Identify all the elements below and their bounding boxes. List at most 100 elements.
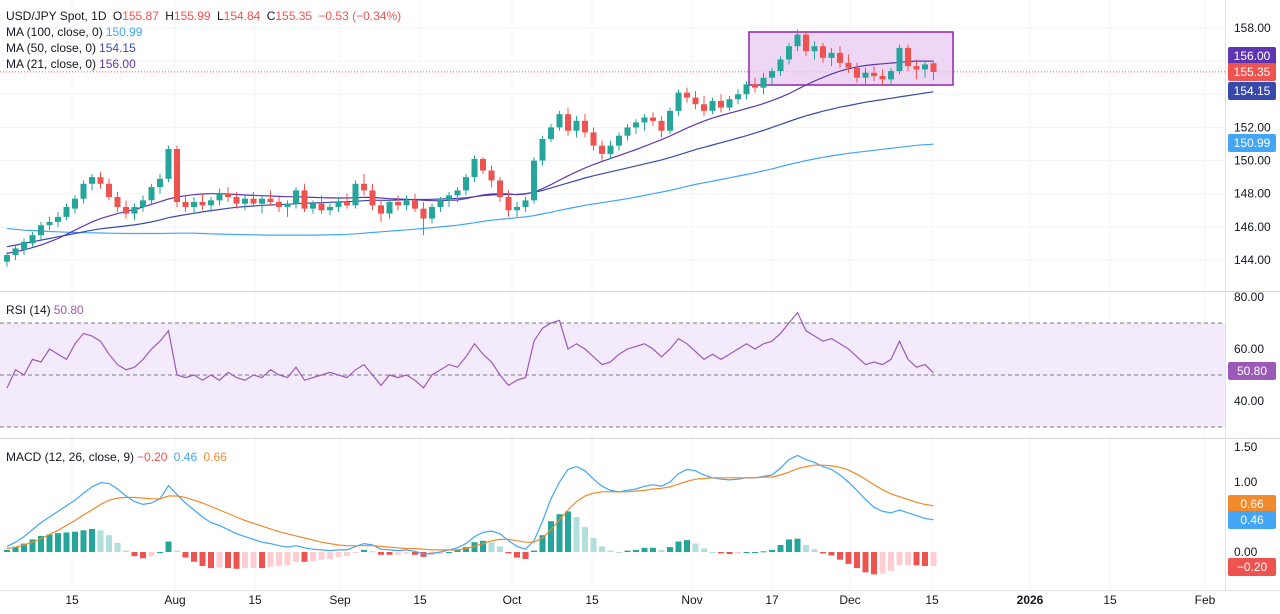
macd-histogram-bar: [199, 552, 206, 566]
macd-histogram-bar: [131, 552, 138, 557]
macd-histogram-bar: [692, 543, 699, 552]
macd-histogram-bar: [386, 552, 393, 555]
macd-histogram-bar: [454, 549, 461, 552]
macd-histogram-bar: [556, 514, 563, 552]
macd-line-badge: 0.46: [1228, 511, 1276, 529]
time-tick-label: Oct: [503, 593, 522, 607]
candle-body: [199, 202, 206, 206]
candle-body: [837, 52, 843, 63]
macd-histogram-bar: [565, 511, 571, 552]
open-value: 155.87: [122, 9, 159, 23]
candle-body: [182, 202, 189, 207]
rsi-tick-label: 80.00: [1234, 290, 1264, 304]
macd-histogram-bar: [514, 552, 520, 558]
ma50-value: 154.15: [99, 41, 136, 55]
ma50-legend: MA (50, close, 0) 154.15: [6, 40, 404, 56]
macd-histogram-bar: [165, 541, 172, 552]
candle-body: [803, 34, 809, 52]
candle-body: [675, 92, 682, 111]
candle-body: [820, 46, 826, 58]
ma21-line: [6, 60, 934, 254]
consolidation-box: [748, 31, 954, 86]
candle-body: [658, 120, 665, 131]
candle-body: [216, 193, 223, 201]
time-tick-label: 2026: [1017, 593, 1044, 607]
candle-body: [718, 100, 724, 108]
candle-body: [565, 114, 571, 131]
candle-body: [752, 84, 758, 88]
price-tick-label: 144.00: [1234, 253, 1271, 267]
candle-body: [888, 71, 894, 80]
candle-body: [769, 71, 775, 78]
macd-histogram-bar: [361, 549, 367, 552]
macd-histogram-bar: [888, 552, 894, 571]
time-tick-label: 15: [925, 593, 939, 607]
macd-pane: [4, 454, 937, 575]
candle-body: [242, 198, 248, 204]
candle-body: [845, 62, 852, 68]
candle-body: [641, 117, 648, 123]
rsi-legend: RSI (14) 50.80: [6, 302, 87, 318]
macd-histogram-bar: [488, 542, 495, 552]
macd-histogram-bar: [505, 552, 512, 554]
candle-body: [607, 145, 614, 154]
close-label: C: [266, 9, 276, 23]
macd-histogram-bar: [616, 552, 622, 553]
time-tick-label: 17: [765, 593, 779, 607]
time-tick-label: Aug: [164, 593, 185, 607]
candle-body: [191, 202, 197, 207]
candle-body: [743, 84, 750, 95]
candle-body: [250, 198, 257, 204]
candle-body: [624, 127, 631, 136]
candle-body: [862, 72, 869, 78]
rsi-value: 50.80: [53, 303, 84, 317]
candle-body: [208, 200, 214, 206]
macd-histogram-bar: [403, 552, 410, 554]
candle-body: [573, 120, 580, 131]
macd-histogram-bar: [854, 552, 860, 569]
ma21-label: MA (21, close, 0): [6, 57, 97, 71]
macd-histogram-bar: [837, 552, 843, 560]
macd-histogram-bar: [803, 545, 809, 552]
macd-hist-badge: −0.20: [1228, 558, 1276, 576]
candle-body: [667, 110, 673, 131]
macd-histogram-bar: [191, 552, 197, 562]
macd-histogram-bar: [216, 552, 223, 568]
time-tick-label: Feb: [1195, 593, 1216, 607]
candle-body: [420, 208, 427, 219]
candle-body: [777, 59, 784, 72]
candle-body: [786, 46, 792, 60]
rsi-pane: [0, 311, 1225, 428]
time-tick-label: Sep: [329, 593, 351, 607]
macd-histogram-bar: [599, 546, 605, 552]
macd-histogram-bar: [658, 549, 665, 552]
macd-line-value: 0.46: [173, 450, 198, 464]
candle-body: [726, 99, 733, 108]
macd-histogram-bar: [310, 552, 316, 562]
candle-body: [4, 255, 10, 262]
macd-histogram-bar: [811, 549, 818, 552]
candle-body: [123, 206, 129, 214]
candle-body: [735, 94, 741, 100]
macd-histogram-bar: [769, 549, 775, 552]
ma100-label: MA (100, close, 0): [6, 25, 103, 39]
ma21-value: 156.00: [99, 57, 136, 71]
candle-body: [310, 203, 316, 209]
rsi-label: RSI (14): [6, 303, 51, 317]
macd-histogram-bar: [182, 552, 189, 558]
candle-body: [616, 135, 622, 146]
candle-body: [131, 206, 138, 214]
macd-histogram-bar: [548, 521, 554, 552]
price-legend: USD/JPY Spot, 1D O155.87 H155.99 L154.84…: [6, 8, 404, 72]
rsi-line: [6, 311, 934, 389]
macd-histogram-bar: [46, 534, 53, 552]
macd-histogram-bar: [301, 552, 308, 562]
macd-histogram-bar: [352, 552, 359, 553]
candle-body: [55, 216, 61, 222]
macd-histogram-bar: [55, 533, 61, 552]
macd-histogram-bar: [140, 552, 146, 559]
macd-histogram-bar: [29, 539, 36, 552]
candle-body: [12, 248, 19, 256]
macd-histogram-bar: [471, 542, 478, 552]
